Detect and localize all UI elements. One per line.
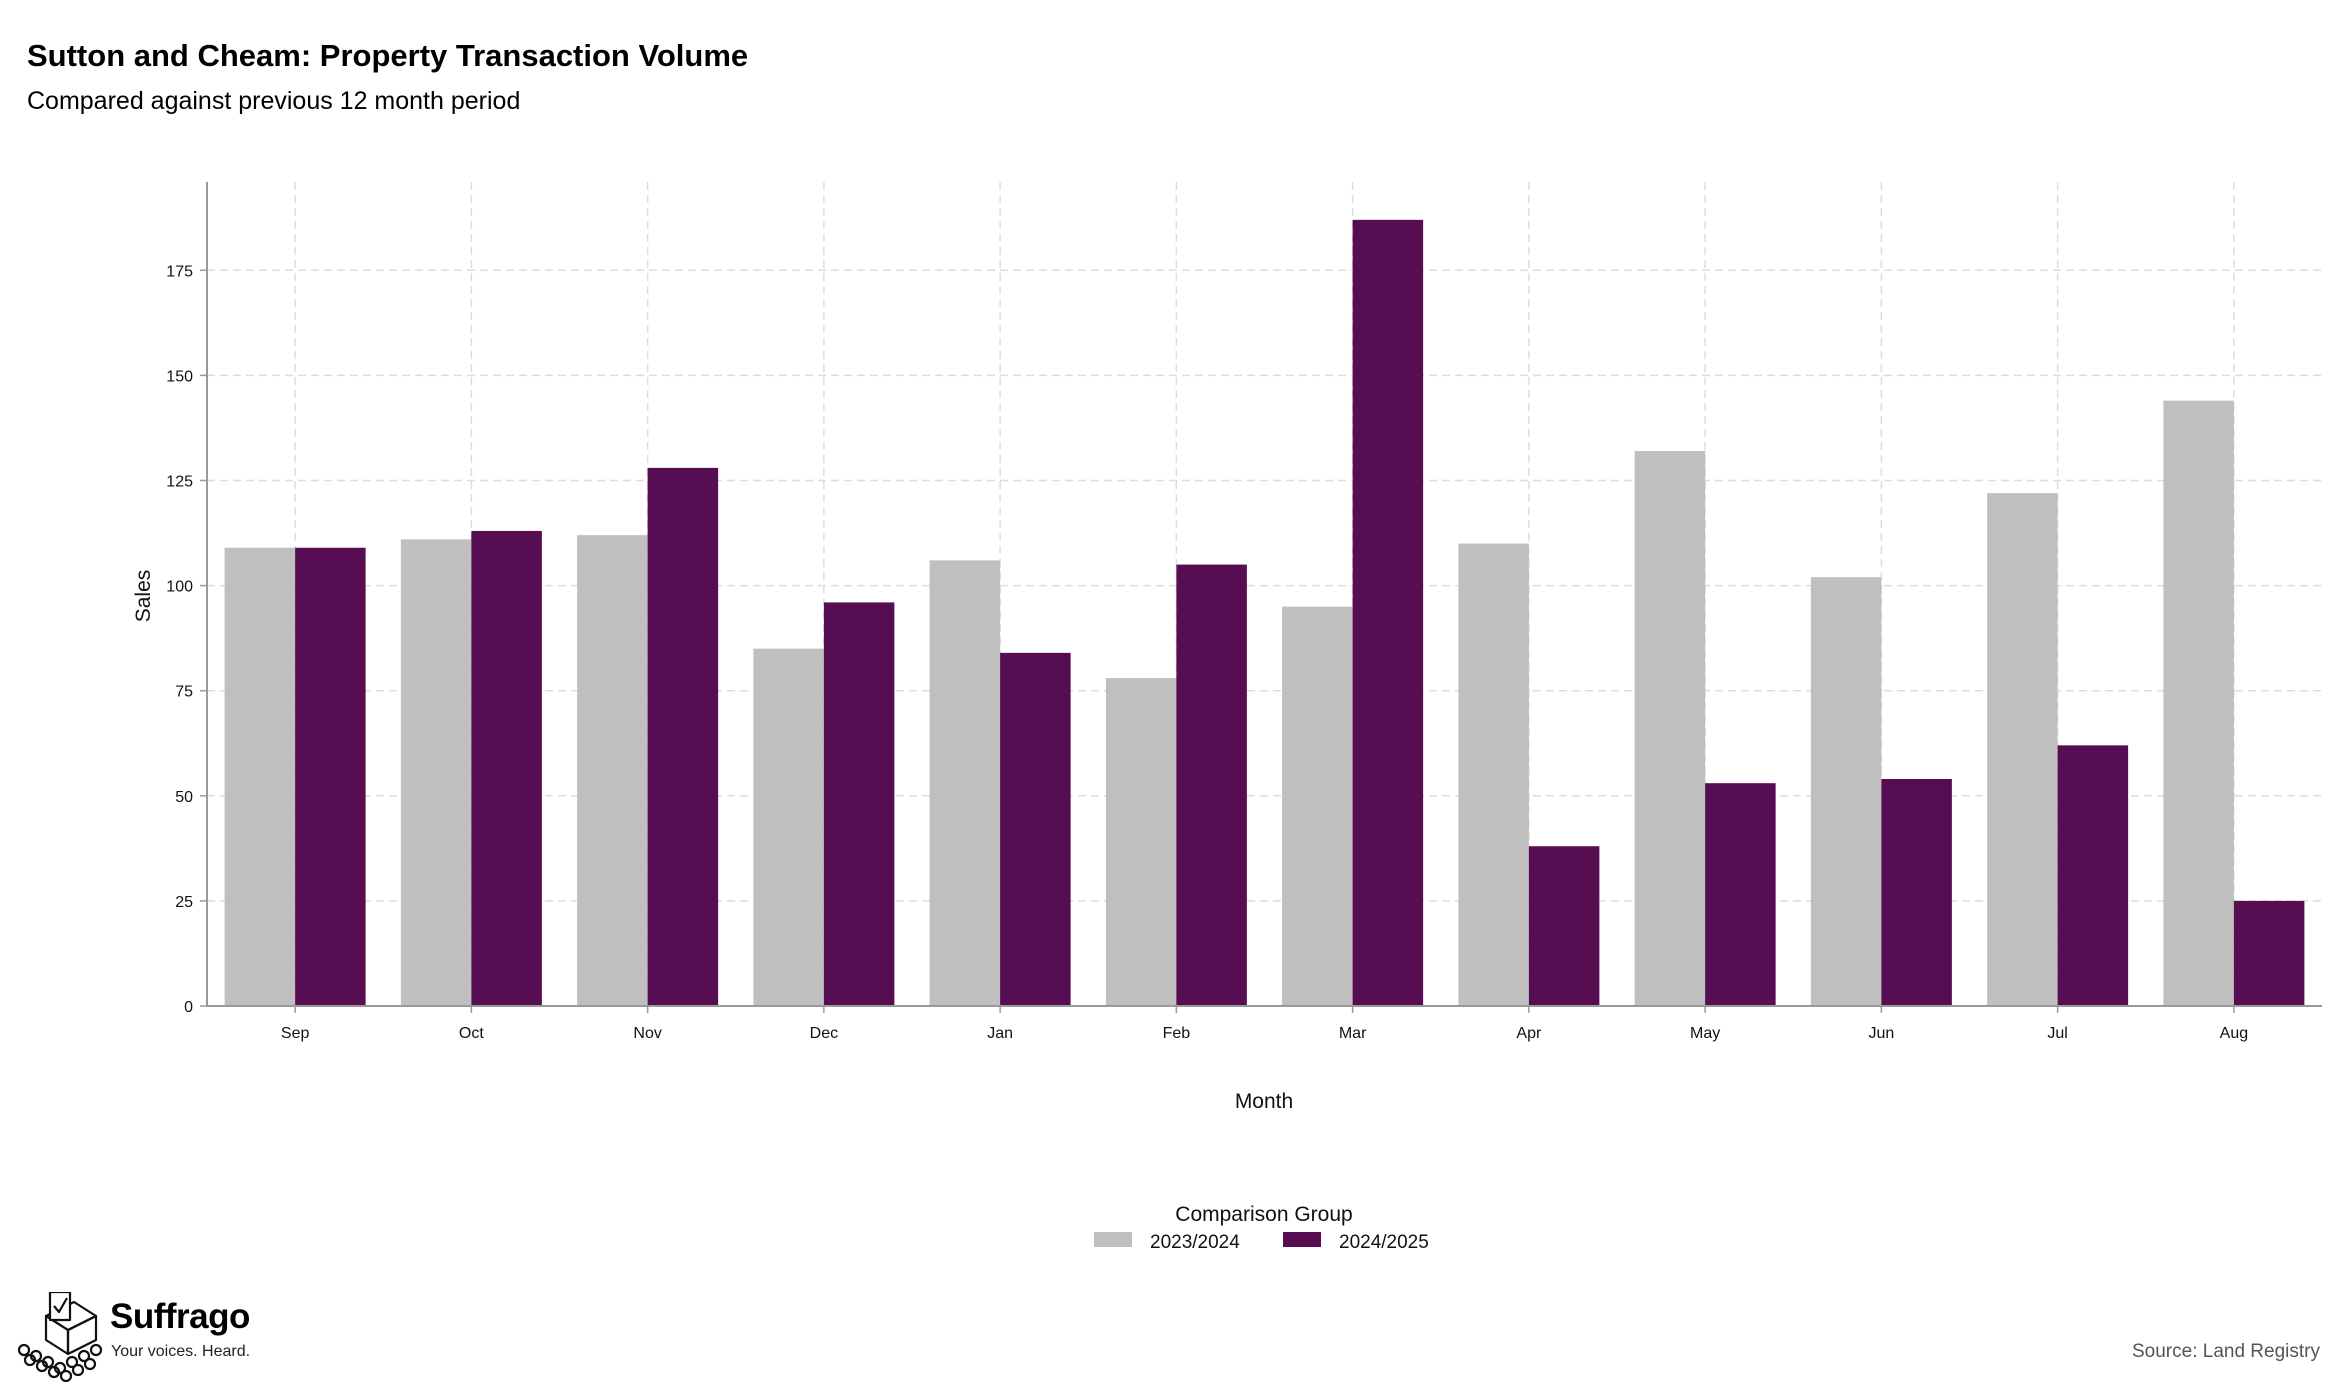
bar-2023-2024-feb: [1105, 678, 1177, 1006]
brand-name: Suffrago: [110, 1297, 250, 1336]
x-tick-label: Dec: [810, 1025, 838, 1042]
y-tick-label: 150: [166, 368, 193, 385]
bar-2024-2025-jun: [1881, 778, 1952, 1006]
legend-label-2023-2024: 2023/2024: [1150, 1232, 1240, 1253]
bar-2023-2024-may: [1634, 451, 1706, 1006]
y-tick-label: 125: [166, 473, 193, 490]
x-tick-label: Jul: [2047, 1025, 2067, 1042]
y-tick-label: 100: [166, 579, 193, 596]
grid: [207, 182, 2322, 1006]
x-tick-label: Jan: [987, 1025, 1013, 1042]
y-ticks: 0 25 50 75 100 125 150 175: [166, 263, 207, 1016]
bar-2024-2025-feb: [1176, 564, 1247, 1006]
bar-2024-2025-jul: [2057, 745, 2129, 1006]
bar-2024-2025-aug: [2233, 900, 2305, 1006]
legend-swatch-2024-2025: [1283, 1232, 1321, 1247]
bar-2023-2024-oct: [400, 539, 472, 1006]
bar-2024-2025-nov: [647, 467, 719, 1006]
bar-2024-2025-apr: [1528, 846, 1600, 1006]
bar-2023-2024-mar: [1282, 606, 1353, 1006]
bar-2023-2024-jul: [1987, 493, 2058, 1006]
y-axis-title: Sales: [132, 570, 155, 623]
bar-2024-2025-jan: [1000, 652, 1071, 1006]
y-tick-label: 50: [175, 789, 193, 806]
x-tick-label: Aug: [2220, 1025, 2248, 1042]
bar-2024-2025-oct: [471, 530, 542, 1006]
x-tick-label: Mar: [1339, 1025, 1367, 1042]
legend-swatch-2023-2024: [1094, 1232, 1132, 1247]
axes: [206, 182, 2322, 1007]
chart-title: Sutton and Cheam: Property Transaction V…: [27, 38, 749, 73]
legend-label-2024-2025: 2024/2025: [1339, 1232, 1429, 1253]
chart-subtitle: Compared against previous 12 month perio…: [27, 87, 521, 115]
bar-2023-2024-dec: [753, 648, 824, 1006]
source-note: Source: Land Registry: [2132, 1341, 2320, 1362]
bar-2024-2025-sep: [295, 547, 366, 1006]
legend: Comparison Group 2023/2024 2024/2025: [1094, 1203, 1429, 1253]
x-tick-label: Nov: [633, 1025, 661, 1042]
x-tick-label: Sep: [281, 1025, 310, 1042]
x-ticks: Sep Oct Nov Dec Jan Feb Mar Apr May Jun Jul Aug: [281, 1006, 2248, 1042]
legend-title: Comparison Group: [1175, 1203, 1352, 1226]
bar-2024-2025-may: [1705, 783, 1776, 1006]
bar-2023-2024-jan: [929, 560, 1001, 1006]
bar-2024-2025-mar: [1352, 219, 1424, 1006]
y-tick-label: 175: [166, 263, 193, 280]
bar-2023-2024-jun: [1810, 577, 1882, 1006]
ballot-box-icon: [17, 1292, 103, 1382]
y-tick-label: 75: [175, 684, 193, 701]
bar-2023-2024-aug: [2163, 400, 2234, 1006]
x-tick-label: Feb: [1163, 1025, 1191, 1042]
bar-2024-2025-dec: [823, 602, 895, 1006]
bar-2023-2024-apr: [1458, 543, 1529, 1006]
brand-tagline: Your voices. Heard.: [111, 1343, 251, 1360]
x-tick-label: Jun: [1868, 1025, 1894, 1042]
bar-2023-2024-sep: [224, 547, 296, 1006]
x-tick-label: May: [1690, 1025, 1720, 1042]
x-axis-title: Month: [1235, 1090, 1293, 1113]
x-tick-label: Oct: [459, 1025, 484, 1042]
y-tick-label: 0: [184, 999, 193, 1016]
x-tick-label: Apr: [1516, 1025, 1542, 1042]
bar-2023-2024-nov: [577, 535, 648, 1006]
y-tick-label: 25: [175, 894, 193, 911]
bars: [224, 219, 2305, 1006]
